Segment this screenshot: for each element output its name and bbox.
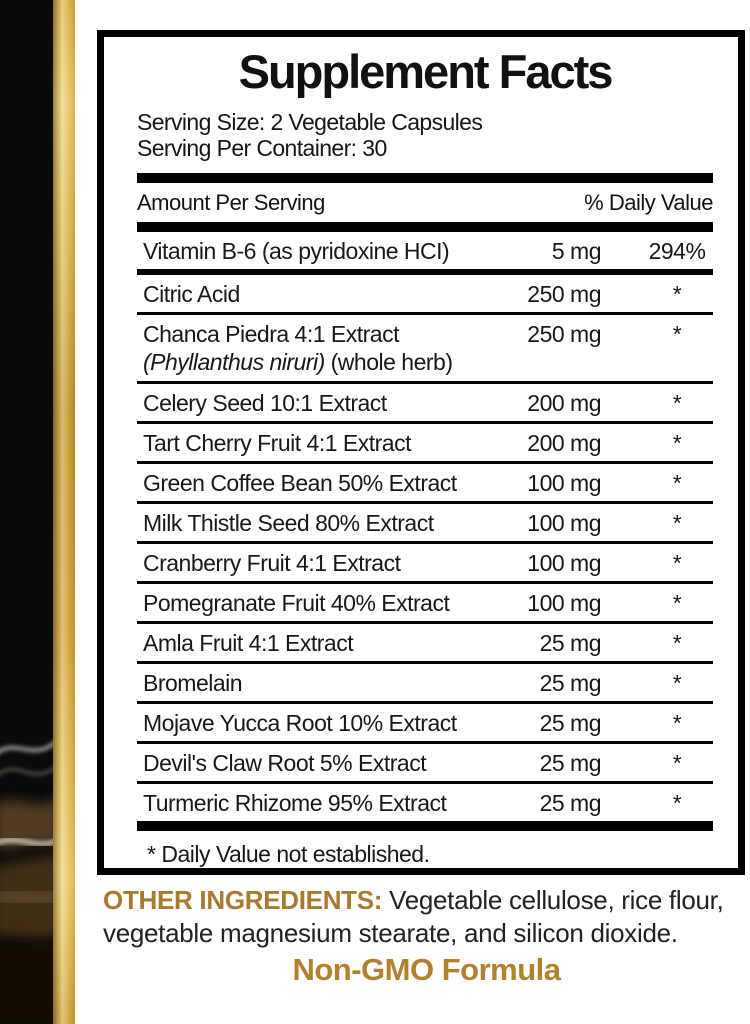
ingredient-name: Amla Fruit 4:1 Extract	[143, 630, 354, 657]
other-ingredients-line2: vegetable magnesium stearate, and silico…	[103, 918, 678, 948]
ingredient-dv: *	[672, 790, 682, 817]
ingredient-dv: *	[672, 390, 682, 417]
table-row: Celery Seed 10:1 Extract 200 mg *	[137, 384, 713, 425]
ingredient-amount: 5 mg	[551, 238, 602, 265]
ingredient-dv: *	[672, 281, 682, 308]
ingredient-dv: *	[672, 470, 682, 497]
table-row: Citric Acid 250 mg *	[137, 275, 713, 316]
ingredient-amount: 250 mg	[527, 321, 601, 348]
ingredient-name: Devil's Claw Root 5% Extract	[143, 750, 427, 777]
ingredient-dv: *	[672, 590, 682, 617]
servings-per-container: Serving Per Container: 30	[137, 135, 387, 162]
ingredient-name: Celery Seed 10:1 Extract	[143, 390, 387, 417]
ingredient-name: Pomegranate Fruit 40% Extract	[143, 590, 450, 617]
ingredient-dv: *	[672, 710, 682, 737]
table-row: Vitamin B-6 (as pyridoxine HCI) 5 mg 294…	[137, 232, 713, 276]
ingredient-amount: 200 mg	[527, 430, 601, 457]
ingredient-amount: 200 mg	[527, 390, 601, 417]
plant-part: (whole herb)	[324, 349, 453, 376]
ingredient-name: Chanca Piedra 4:1 Extract (Phyllanthus n…	[137, 321, 491, 377]
other-ingredients: OTHER INGREDIENTS: Vegetable cellulose, …	[103, 884, 750, 950]
table-row: Turmeric Rhizome 95% Extract 25 mg *	[137, 784, 713, 821]
ingredient-name: Turmeric Rhizome 95% Extract	[143, 790, 447, 817]
ingredient-table: Vitamin B-6 (as pyridoxine HCI) 5 mg 294…	[137, 232, 713, 821]
ingredient-dv: *	[672, 510, 682, 537]
serving-size: Serving Size: 2 Vegetable Capsules	[137, 109, 483, 136]
ingredient-name: Green Coffee Bean 50% Extract	[143, 470, 457, 497]
ingredient-name-sub: (Phyllanthus niruri) (whole herb)	[143, 348, 491, 377]
ingredient-amount: 100 mg	[527, 590, 601, 617]
ingredient-dv: *	[672, 430, 682, 457]
silk-texture-image	[0, 741, 53, 1024]
divider-bar-thick	[137, 222, 713, 233]
ingredient-name: Vitamin B-6 (as pyridoxine HCI)	[143, 238, 450, 265]
other-ingredients-label: OTHER INGREDIENTS:	[103, 885, 383, 915]
ingredient-dv: *	[672, 750, 682, 777]
panel-title: Supplement Facts	[238, 45, 614, 98]
daily-value-footnote: * Daily Value not established.	[147, 841, 430, 868]
ingredient-dv: *	[672, 321, 682, 348]
gold-strip-sheen	[53, 0, 75, 1024]
ingredient-name: Citric Acid	[143, 281, 240, 308]
non-gmo-formula-text: Non-GMO Formula	[292, 952, 561, 987]
left-black-strip	[0, 0, 53, 1024]
header-daily-value: % Daily Value	[584, 190, 713, 216]
botanical-name: (Phyllanthus niruri)	[143, 349, 325, 376]
ingredient-name: Bromelain	[143, 670, 243, 697]
ingredient-amount: 100 mg	[527, 550, 601, 577]
ingredient-dv: *	[672, 630, 682, 657]
table-row: Mojave Yucca Root 10% Extract 25 mg *	[137, 704, 713, 745]
table-row: Cranberry Fruit 4:1 Extract 100 mg *	[137, 544, 713, 585]
ingredient-name: Cranberry Fruit 4:1 Extract	[143, 550, 401, 577]
table-row: Green Coffee Bean 50% Extract 100 mg *	[137, 464, 713, 505]
table-row: Chanca Piedra 4:1 Extract (Phyllanthus n…	[137, 315, 713, 385]
ingredient-name: Milk Thistle Seed 80% Extract	[143, 510, 434, 537]
table-header: Amount Per Serving % Daily Value	[137, 183, 713, 222]
ingredient-dv: 294%	[648, 238, 706, 265]
ingredient-amount: 25 mg	[539, 790, 602, 817]
ingredient-name-main: Chanca Piedra 4:1 Extract	[143, 321, 399, 348]
table-row: Amla Fruit 4:1 Extract 25 mg *	[137, 624, 713, 665]
ingredient-amount: 25 mg	[539, 750, 602, 777]
ingredient-dv: *	[672, 670, 682, 697]
gold-accent-strip	[53, 0, 75, 1024]
ingredient-amount: 25 mg	[539, 670, 602, 697]
ingredient-amount: 25 mg	[539, 630, 602, 657]
ingredient-amount: 25 mg	[539, 710, 602, 737]
supplement-facts-panel: Supplement Facts Serving Size: 2 Vegetab…	[97, 30, 745, 875]
table-row: Pomegranate Fruit 40% Extract 100 mg *	[137, 584, 713, 625]
table-row: Devil's Claw Root 5% Extract 25 mg *	[137, 744, 713, 785]
other-ingredients-text1: Vegetable cellulose, rice flour,	[382, 885, 724, 915]
ingredient-dv: *	[672, 550, 682, 577]
ingredient-amount: 100 mg	[527, 510, 601, 537]
ingredient-name: Mojave Yucca Root 10% Extract	[143, 710, 457, 737]
table-row: Tart Cherry Fruit 4:1 Extract 200 mg *	[137, 424, 713, 465]
divider-bar-thick	[137, 821, 713, 832]
ingredient-name: Tart Cherry Fruit 4:1 Extract	[143, 430, 411, 457]
divider-bar-thick	[137, 173, 713, 184]
ingredient-amount: 250 mg	[527, 281, 601, 308]
ingredient-amount: 100 mg	[527, 470, 601, 497]
other-ingredients-line1: OTHER INGREDIENTS: Vegetable cellulose, …	[103, 884, 750, 917]
header-amount-per-serving: Amount Per Serving	[137, 190, 325, 216]
table-row: Milk Thistle Seed 80% Extract 100 mg *	[137, 504, 713, 545]
table-row: Bromelain 25 mg *	[137, 664, 713, 705]
